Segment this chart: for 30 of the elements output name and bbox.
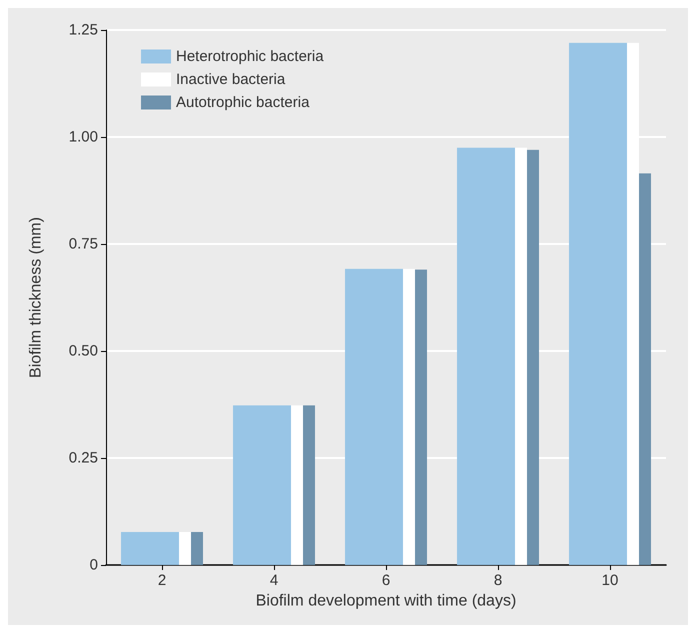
bar (303, 405, 315, 565)
bar (639, 173, 651, 565)
bar (191, 532, 203, 565)
bar (527, 150, 539, 565)
x-tick-label: 4 (270, 572, 278, 589)
y-axis-title: Biofilm thickness (mm) (28, 217, 44, 378)
bar (457, 148, 515, 565)
y-tick-label: 1.25 (68, 22, 98, 38)
x-tick-label: 2 (158, 572, 166, 589)
x-tick-label: 6 (382, 572, 390, 589)
x-axis-title: Biofilm development with time (days) (256, 592, 516, 610)
bar (569, 42, 627, 565)
bar (415, 270, 427, 565)
x-tick-label: 8 (494, 572, 502, 589)
bar (233, 405, 291, 565)
x-tick-label: 10 (602, 572, 618, 589)
y-tick-label: 0 (90, 556, 98, 574)
y-tick-label: 0.25 (68, 450, 98, 466)
bar (515, 148, 527, 565)
bar (179, 532, 191, 565)
bar (121, 532, 179, 565)
legend-label: Heterotrophic bacteria (176, 48, 324, 65)
bar (345, 268, 403, 565)
y-tick-label: 0.75 (68, 236, 98, 252)
y-tick-label: 0.50 (68, 342, 98, 360)
legend-label: Inactive bacteria (176, 71, 286, 88)
y-tick-label: 1.00 (68, 128, 98, 146)
legend-label: Autotrophic bacteria (176, 94, 310, 111)
bar (291, 405, 303, 565)
bar (403, 268, 415, 565)
